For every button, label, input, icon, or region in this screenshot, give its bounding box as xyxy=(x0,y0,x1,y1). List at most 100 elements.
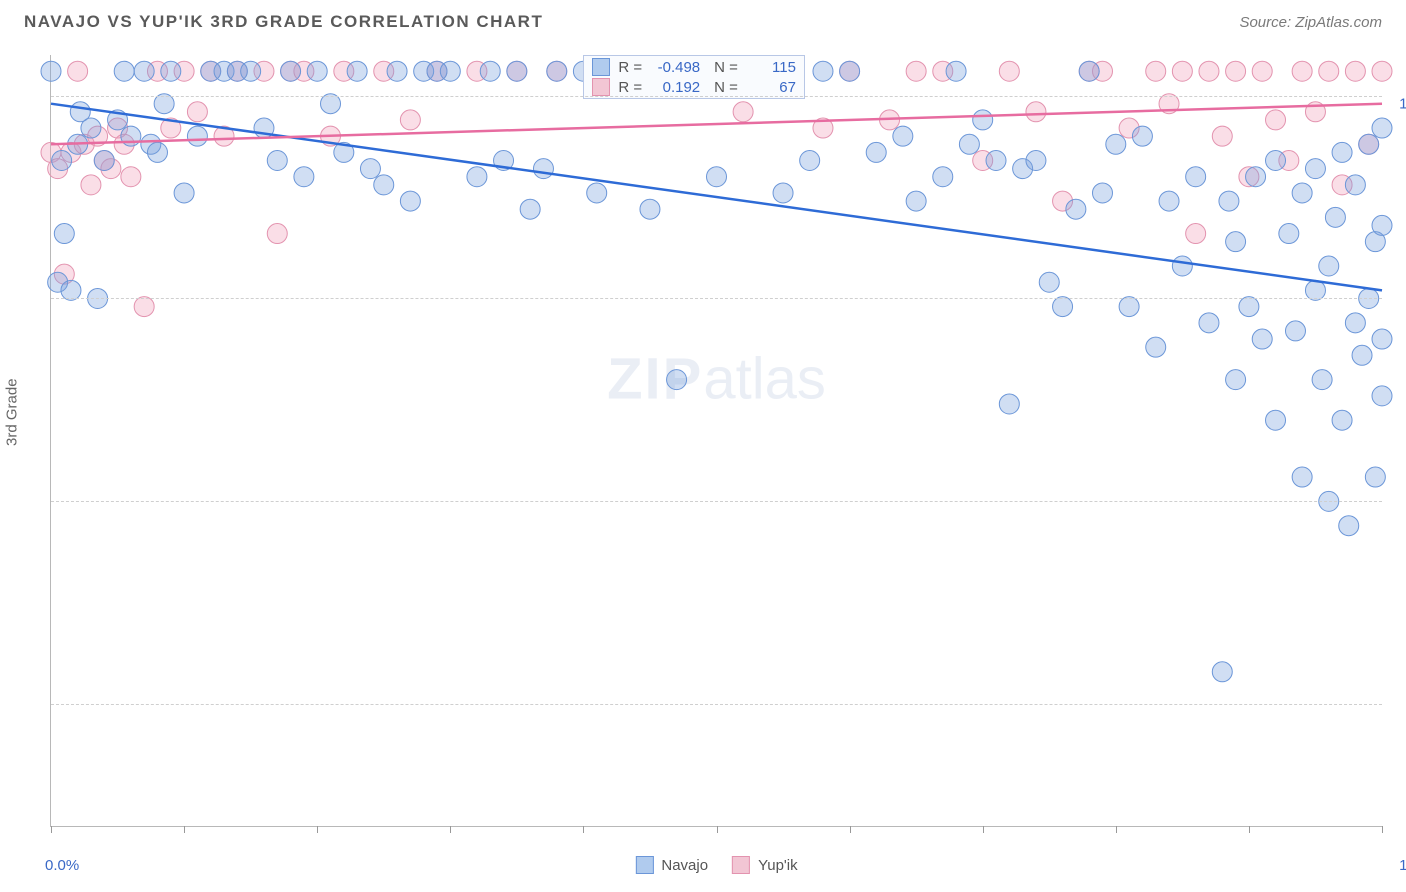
scatter-point xyxy=(1345,175,1365,195)
scatter-point xyxy=(1319,256,1339,276)
scatter-point xyxy=(999,61,1019,81)
stats-row-navajo: R = -0.498 N = 115 xyxy=(592,58,796,76)
scatter-point xyxy=(587,183,607,203)
scatter-point xyxy=(467,167,487,187)
scatter-point xyxy=(1252,329,1272,349)
scatter-point xyxy=(1212,126,1232,146)
stats-r-yupik: 0.192 xyxy=(650,79,700,96)
scatter-point xyxy=(1319,61,1339,81)
scatter-point xyxy=(520,199,540,219)
gridline xyxy=(51,704,1382,705)
scatter-point xyxy=(1266,410,1286,430)
xtick xyxy=(983,826,984,833)
scatter-point xyxy=(81,175,101,195)
scatter-point xyxy=(507,61,527,81)
stats-r-label-2: R = xyxy=(618,79,642,96)
stats-n-label-1: N = xyxy=(714,59,738,76)
stats-swatch-navajo xyxy=(592,58,610,76)
legend-swatch-yupik xyxy=(732,856,750,874)
scatter-point xyxy=(281,61,301,81)
scatter-point xyxy=(707,167,727,187)
scatter-point xyxy=(174,183,194,203)
stats-n-yupik: 67 xyxy=(746,79,796,96)
gridline xyxy=(51,501,1382,502)
scatter-point xyxy=(1186,224,1206,244)
xtick xyxy=(1382,826,1383,833)
scatter-point xyxy=(1332,410,1352,430)
source-label: Source: ZipAtlas.com xyxy=(1239,14,1382,31)
scatter-point xyxy=(1226,370,1246,390)
scatter-point xyxy=(1372,118,1392,138)
scatter-point xyxy=(1146,61,1166,81)
legend-swatch-navajo xyxy=(635,856,653,874)
y-axis-label: 3rd Grade xyxy=(4,378,21,446)
scatter-point xyxy=(1325,207,1345,227)
scatter-point xyxy=(1212,662,1232,682)
stats-r-navajo: -0.498 xyxy=(650,59,700,76)
scatter-point xyxy=(1026,151,1046,171)
scatter-point xyxy=(1266,110,1286,130)
scatter-point xyxy=(187,126,207,146)
plot-area: ZIPatlas R = -0.498 N = 115 R = 0.192 N … xyxy=(51,55,1382,826)
scatter-point xyxy=(1159,191,1179,211)
scatter-point xyxy=(1285,321,1305,341)
scatter-point xyxy=(1199,313,1219,333)
scatter-point xyxy=(640,199,660,219)
scatter-point xyxy=(94,151,114,171)
scatter-point xyxy=(1092,183,1112,203)
scatter-point xyxy=(68,61,88,81)
scatter-point xyxy=(1226,61,1246,81)
scatter-point xyxy=(1106,134,1126,154)
scatter-point xyxy=(294,167,314,187)
scatter-point xyxy=(161,61,181,81)
scatter-point xyxy=(840,61,860,81)
scatter-point xyxy=(360,159,380,179)
scatter-point xyxy=(1266,151,1286,171)
gridline xyxy=(51,298,1382,299)
scatter-point xyxy=(1066,199,1086,219)
scatter-point xyxy=(1172,256,1192,276)
scatter-point xyxy=(1252,61,1272,81)
scatter-point xyxy=(1119,297,1139,317)
scatter-point xyxy=(999,394,1019,414)
scatter-point xyxy=(906,191,926,211)
scatter-point xyxy=(866,142,886,162)
scatter-point xyxy=(267,151,287,171)
scatter-point xyxy=(134,61,154,81)
scatter-point xyxy=(134,297,154,317)
xtick xyxy=(850,826,851,833)
scatter-point xyxy=(154,94,174,114)
stats-row-yupik: R = 0.192 N = 67 xyxy=(592,78,796,96)
scatter-point xyxy=(1305,159,1325,179)
scatter-point xyxy=(1359,134,1379,154)
stats-box: R = -0.498 N = 115 R = 0.192 N = 67 xyxy=(583,55,805,99)
scatter-point xyxy=(733,102,753,122)
scatter-point xyxy=(1352,345,1372,365)
xtick xyxy=(583,826,584,833)
xtick xyxy=(1249,826,1250,833)
xtick xyxy=(184,826,185,833)
scatter-point xyxy=(400,191,420,211)
scatter-point xyxy=(1292,61,1312,81)
scatter-point xyxy=(1039,272,1059,292)
xtick-label-min: 0.0% xyxy=(45,857,79,874)
gridline xyxy=(51,96,1382,97)
scatter-point xyxy=(959,134,979,154)
stats-swatch-yupik xyxy=(592,78,610,96)
stats-r-label-1: R = xyxy=(618,59,642,76)
scatter-point xyxy=(1246,167,1266,187)
scatter-point xyxy=(1305,280,1325,300)
scatter-point xyxy=(773,183,793,203)
scatter-point xyxy=(1053,297,1073,317)
scatter-point xyxy=(41,61,61,81)
scatter-point xyxy=(1372,329,1392,349)
scatter-point xyxy=(1132,126,1152,146)
scatter-point xyxy=(1345,313,1365,333)
scatter-point xyxy=(1219,191,1239,211)
trend-line xyxy=(51,104,1382,145)
scatter-point xyxy=(121,167,141,187)
scatter-point xyxy=(267,224,287,244)
scatter-point xyxy=(147,142,167,162)
scatter-point xyxy=(81,118,101,138)
scatter-point xyxy=(1239,297,1259,317)
